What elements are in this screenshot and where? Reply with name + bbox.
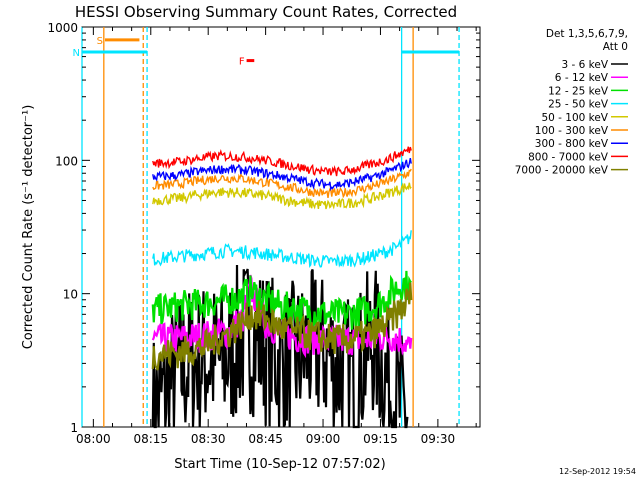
x-tick-label-0: 08:00	[76, 432, 111, 446]
interval-label-3: F	[239, 57, 245, 68]
series-line-6	[152, 157, 412, 191]
legend-label-2: 12 - 25 keV	[548, 85, 609, 97]
legend-header-1: Att 0	[603, 41, 628, 53]
legend-label-8: 7000 - 20000 keV	[515, 165, 609, 177]
y-tick-label-0: 1	[70, 421, 78, 435]
y-tick-label-2: 100	[55, 154, 78, 168]
series-line-8	[151, 282, 413, 371]
legend-label-4: 50 - 100 keV	[541, 112, 608, 124]
axes: 08:00 08:15 08:30 08:45 09:00 09:15 09:30 1 10 10…	[47, 21, 480, 446]
x-tick-label-4: 09:00	[306, 432, 341, 446]
plot-frame	[81, 26, 481, 428]
legend-header-0: Det 1,3,5,6,7,9,	[546, 28, 628, 40]
y-axis-label: Corrected Count Rate (s⁻¹ detector⁻¹)	[21, 105, 36, 350]
chart-title: HESSI Observing Summary Count Rates, Cor…	[75, 3, 457, 21]
legend-label-1: 6 - 12 keV	[555, 72, 609, 84]
interval-label-0: S	[97, 36, 103, 47]
x-axis-label: Start Time (10-Sep-12 07:57:02)	[174, 457, 385, 472]
legend-label-5: 100 - 300 keV	[535, 125, 609, 137]
y-tick-label-3: 1000	[47, 21, 78, 35]
legend-label-7: 800 - 7000 keV	[528, 151, 609, 163]
legend-label-6: 300 - 800 keV	[535, 138, 609, 150]
series-line-5	[152, 168, 412, 199]
x-tick-label-2: 08:30	[191, 432, 226, 446]
legend-label-3: 25 - 50 keV	[548, 99, 609, 111]
legend-label-0: 3 - 6 keV	[561, 59, 608, 71]
x-tick-label-1: 08:15	[133, 432, 168, 446]
series-line-3	[152, 230, 412, 268]
y-tick-label-1: 10	[63, 288, 78, 302]
series-line-7	[152, 146, 412, 177]
x-tick-label-3: 08:45	[248, 432, 283, 446]
footer-timestamp: 12-Sep-2012 19:54	[559, 467, 636, 476]
x-tick-label-5: 09:15	[363, 432, 398, 446]
series-layer	[151, 146, 413, 429]
interval-bars: S N F	[73, 36, 460, 68]
series-line-4	[152, 182, 412, 210]
x-tick-label-6: 09:30	[421, 432, 456, 446]
interval-label-1: N	[73, 48, 80, 59]
